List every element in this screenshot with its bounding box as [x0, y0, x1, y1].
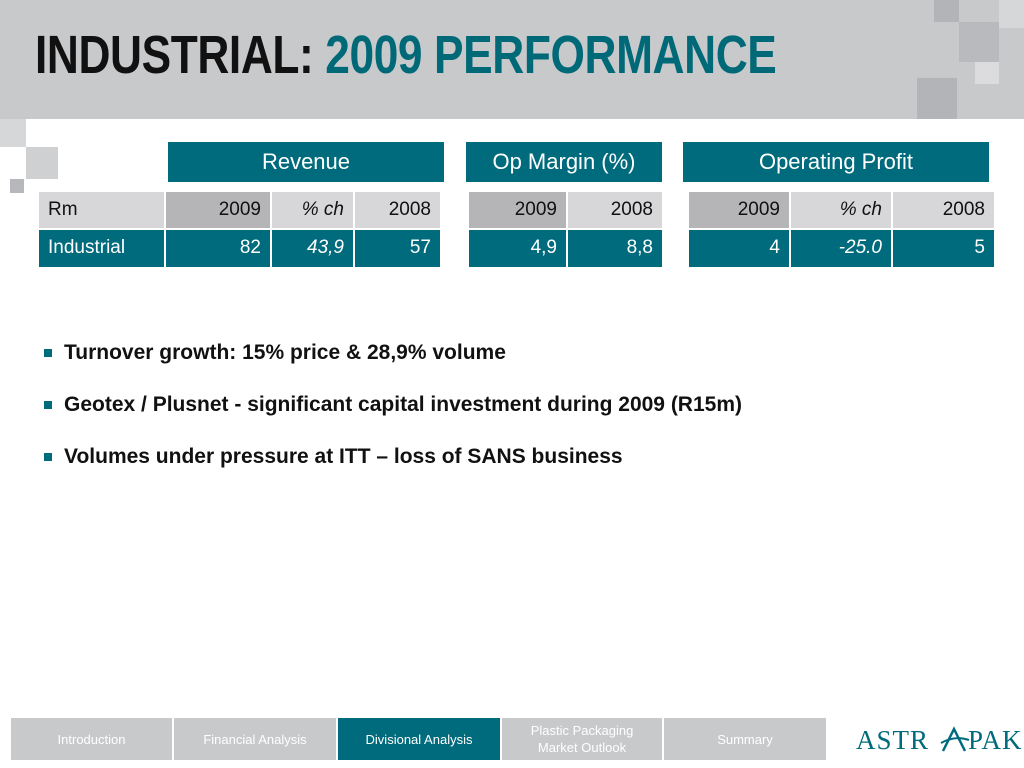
- bullet-square-icon: [44, 401, 52, 409]
- operating-profit-col-pct-change: % ch: [791, 192, 891, 228]
- bullet-list: Turnover growth: 15% price & 28,9% volum…: [44, 336, 944, 492]
- op-margin-value-2008: 8,8: [568, 230, 662, 267]
- revenue-value-pct-change: 43,9: [272, 230, 353, 267]
- operating-profit-value-2008: 5: [893, 230, 994, 267]
- nav-plastic-packaging-market-outlook[interactable]: Plastic Packaging Market Outlook: [502, 718, 662, 760]
- revenue-value-2008: 57: [355, 230, 440, 267]
- op-margin-col-2009: 2009: [469, 192, 566, 228]
- operating-profit-header: Operating Profit: [683, 142, 989, 182]
- bullet-text: Turnover growth: 15% price & 28,9% volum…: [64, 341, 506, 364]
- page-title: INDUSTRIAL: 2009 PERFORMANCE: [35, 22, 777, 88]
- row-header-rm: Rm: [39, 192, 164, 228]
- astrapak-logo: ASTR PAK: [856, 725, 1022, 755]
- logo-text-right: PAK: [968, 725, 1023, 755]
- bullet-item: Turnover growth: 15% price & 28,9% volum…: [44, 336, 944, 388]
- revenue-col-pct-change: % ch: [272, 192, 353, 228]
- decor-square: [975, 62, 999, 84]
- bullet-item: Volumes under pressure at ITT – loss of …: [44, 440, 944, 492]
- decor-square: [917, 78, 957, 119]
- op-margin-header: Op Margin (%): [466, 142, 662, 182]
- bullet-square-icon: [44, 453, 52, 461]
- op-margin-value-2009: 4,9: [469, 230, 566, 267]
- operating-profit-col-2008: 2008: [893, 192, 994, 228]
- nav-introduction[interactable]: Introduction: [11, 718, 172, 760]
- row-label-industrial: Industrial: [39, 230, 164, 267]
- revenue-header: Revenue: [168, 142, 444, 182]
- logo-text-left: ASTR: [856, 725, 930, 755]
- operating-profit-col-2009: 2009: [689, 192, 789, 228]
- decor-square: [10, 179, 24, 193]
- header-band: [0, 0, 1024, 119]
- revenue-col-2009: 2009: [166, 192, 270, 228]
- decor-square: [934, 0, 959, 22]
- revenue-value-2009: 82: [166, 230, 270, 267]
- bullet-text: Geotex / Plusnet - significant capital i…: [64, 393, 742, 416]
- bullet-square-icon: [44, 349, 52, 357]
- nav-financial-analysis[interactable]: Financial Analysis: [174, 718, 336, 760]
- decor-square: [0, 119, 26, 147]
- operating-profit-value-pct-change: -25.0: [791, 230, 891, 267]
- decor-square: [999, 0, 1024, 28]
- logo-swoosh-icon: [940, 726, 970, 752]
- decor-square: [26, 147, 58, 179]
- bullet-item: Geotex / Plusnet - significant capital i…: [44, 388, 944, 440]
- revenue-col-2008: 2008: [355, 192, 440, 228]
- nav-summary[interactable]: Summary: [664, 718, 826, 760]
- decor-square: [959, 22, 999, 62]
- operating-profit-value-2009: 4: [689, 230, 789, 267]
- bullet-text: Volumes under pressure at ITT – loss of …: [64, 445, 623, 468]
- title-part-2: 2009 PERFORMANCE: [325, 25, 777, 85]
- nav-divisional-analysis[interactable]: Divisional Analysis: [338, 718, 500, 760]
- title-part-1: INDUSTRIAL:: [35, 25, 314, 85]
- op-margin-col-2008: 2008: [568, 192, 662, 228]
